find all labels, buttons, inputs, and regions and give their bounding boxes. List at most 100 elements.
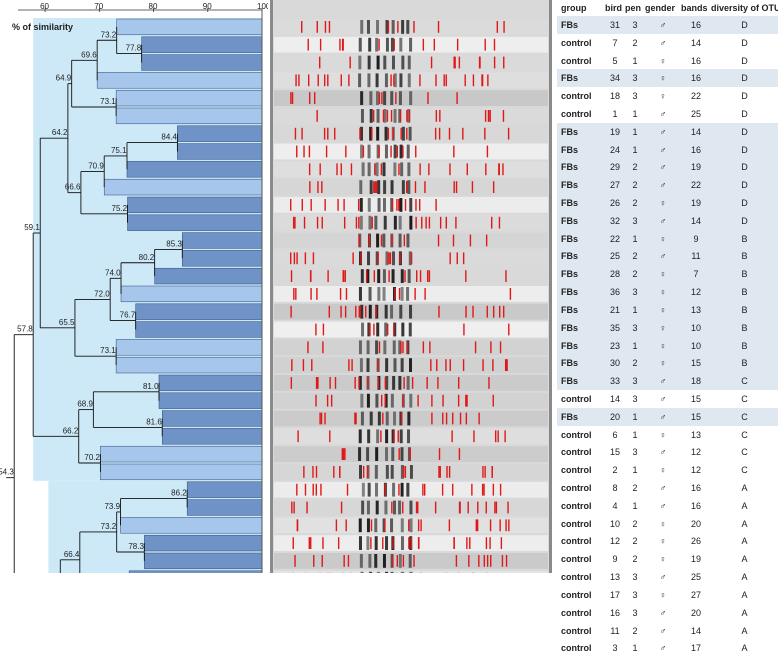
pen-cell: 1 [625, 230, 645, 248]
bird-cell: 6 [605, 426, 625, 444]
leaf-bar [117, 19, 262, 35]
bands-cell: 16 [681, 141, 711, 159]
leaf-bar [136, 322, 262, 338]
diversity-cell: A [711, 479, 778, 497]
node-similarity-label: 64.2 [52, 128, 68, 137]
pen-cell: 2 [625, 159, 645, 177]
pen-cell: 1 [625, 141, 645, 159]
pen-cell: 1 [625, 461, 645, 479]
bird-cell: 26 [605, 194, 625, 212]
diversity-cell: A [711, 639, 778, 657]
diversity-cell: D [711, 16, 778, 34]
group-cell: FBs [557, 283, 605, 301]
group-cell: FBs [557, 16, 605, 34]
pen-cell: 1 [625, 497, 645, 515]
pen-cell: 3 [625, 319, 645, 337]
gender-cell: ♂ [645, 604, 681, 622]
diversity-cell: A [711, 497, 778, 515]
bands-cell: 16 [681, 497, 711, 515]
diversity-cell: B [711, 301, 778, 319]
diversity-cell: D [711, 212, 778, 230]
pen-cell: 2 [625, 533, 645, 551]
diversity-cell: A [711, 533, 778, 551]
pen-cell: 1 [625, 408, 645, 426]
node-similarity-label: 66.6 [65, 183, 81, 192]
bird-cell: 15 [605, 444, 625, 462]
leaf-bar [116, 108, 262, 124]
axis-tick-label: 100 [257, 2, 268, 11]
group-cell: control [557, 52, 605, 70]
bird-cell: 4 [605, 497, 625, 515]
pen-cell: 3 [625, 212, 645, 230]
bird-cell: 17 [605, 586, 625, 604]
bird-cell: 28 [605, 265, 625, 283]
gel-lane [274, 375, 548, 391]
gender-cell: ♂ [645, 639, 681, 657]
pen-cell: 2 [625, 622, 645, 640]
gel-lane [274, 428, 548, 444]
group-cell: FBs [557, 248, 605, 266]
leaf-bar [177, 126, 262, 142]
leaf-bar [144, 535, 262, 551]
leaf-bar [116, 357, 262, 373]
bands-cell: 16 [681, 69, 711, 87]
bird-cell: 2 [605, 461, 625, 479]
leaf-bar [177, 144, 262, 160]
leaf-bar [182, 250, 262, 266]
node-similarity-label: 54.3 [0, 468, 14, 477]
leaf-bar [162, 411, 262, 427]
gender-cell: ♂ [645, 622, 681, 640]
node-similarity-label: 59.1 [24, 223, 40, 232]
bands-cell: 12 [681, 444, 711, 462]
header-bird: bird [605, 0, 625, 16]
bird-cell: 18 [605, 87, 625, 105]
diversity-cell: D [711, 123, 778, 141]
diversity-cell: C [711, 408, 778, 426]
node-similarity-label: 80.2 [139, 253, 155, 262]
bands-cell: 18 [681, 372, 711, 390]
diversity-cell: D [711, 159, 778, 177]
group-cell: FBs [557, 230, 605, 248]
diversity-cell: D [711, 87, 778, 105]
bands-cell: 9 [681, 230, 711, 248]
leaf-bar [128, 215, 262, 231]
group-cell: control [557, 497, 605, 515]
gel-lane [274, 19, 548, 35]
node-similarity-label: 72.0 [94, 289, 110, 298]
bands-cell: 20 [681, 515, 711, 533]
diversity-cell: D [711, 34, 778, 52]
gender-cell: ♀ [645, 586, 681, 604]
bird-cell: 19 [605, 123, 625, 141]
pen-cell: 2 [625, 354, 645, 372]
bird-cell: 7 [605, 34, 625, 52]
diversity-cell: B [711, 354, 778, 372]
bands-cell: 10 [681, 337, 711, 355]
table-header-row: group bird pen gender bands diversity of… [557, 0, 778, 16]
bands-cell: 27 [681, 586, 711, 604]
node-similarity-label: 70.2 [84, 453, 100, 462]
gender-cell: ♀ [645, 283, 681, 301]
bird-cell: 10 [605, 515, 625, 533]
bands-cell: 12 [681, 461, 711, 479]
leaf-bar [128, 197, 262, 213]
gender-cell: ♂ [645, 212, 681, 230]
gender-cell: ♀ [645, 515, 681, 533]
diversity-cell: C [711, 426, 778, 444]
sample-table: group bird pen gender bands diversity of… [557, 0, 778, 573]
group-cell: control [557, 622, 605, 640]
group-cell: control [557, 639, 605, 657]
group-cell: FBs [557, 354, 605, 372]
pen-cell: 3 [625, 372, 645, 390]
group-cell: FBs [557, 265, 605, 283]
gel-lane [274, 268, 548, 284]
group-cell: FBs [557, 372, 605, 390]
pen-cell: 2 [625, 479, 645, 497]
